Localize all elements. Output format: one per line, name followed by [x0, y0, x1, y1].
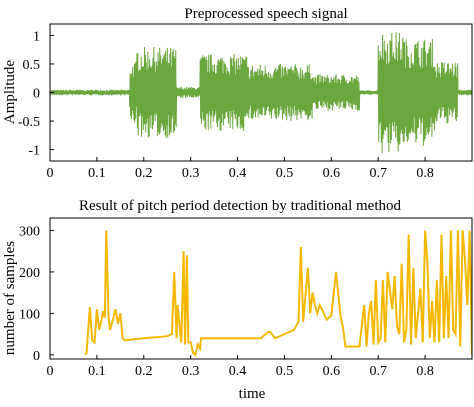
- top-chart-x-tick-label: 0.1: [88, 166, 106, 181]
- bottom-chart-xlabel: time: [239, 386, 266, 402]
- bottom-chart-plot-area: [84, 230, 472, 357]
- bottom-chart-y-tick-label: 300: [19, 224, 40, 239]
- top-chart-x-tick-label: 0.2: [135, 166, 153, 181]
- top-chart-y-tick-label: -0.5: [18, 115, 40, 130]
- top-chart-x-tick-label: 0.8: [416, 166, 434, 181]
- bottom-chart-x-tick-label: 0.2: [135, 364, 153, 379]
- top-chart-y-tick-label: -1: [28, 144, 40, 159]
- bottom-chart-x-tick-label: 0.1: [88, 364, 106, 379]
- top-chart-y-tick-label: 1: [33, 29, 40, 44]
- bottom-chart-x-tick-label: 0.7: [369, 364, 387, 379]
- bottom-chart-x-tick-label: 0: [47, 364, 54, 379]
- top-chart-x-tick-label: 0.4: [229, 166, 247, 181]
- top-chart-ylabel: Amplitude: [2, 60, 18, 125]
- top-chart: Preprocessed speech signal Amplitude 0 0.…: [2, 6, 473, 181]
- bottom-chart-y-tick-label: 0: [33, 349, 40, 364]
- bottom-chart-frame: [49, 217, 473, 360]
- bottom-chart-y-tick-label: 100: [19, 307, 40, 322]
- bottom-chart-x-tick-label: 0.6: [323, 364, 341, 379]
- top-chart-y-tick-label: 0.5: [23, 58, 41, 73]
- top-chart-x-tick-label: 0.6: [323, 166, 341, 181]
- bottom-chart-y-axis: 0 100 200 300: [19, 224, 54, 364]
- bottom-chart-ylabel: number of samples: [2, 241, 18, 355]
- bottom-chart-title: Result of pitch period detection by trad…: [79, 198, 402, 214]
- top-chart-x-tick-label: 0.5: [276, 166, 294, 181]
- top-chart-series-line: [50, 31, 472, 154]
- bottom-chart-series-line: [84, 230, 472, 357]
- top-chart-y-tick-label: 0: [33, 87, 40, 102]
- top-chart-x-tick-label: 0.7: [369, 166, 387, 181]
- bottom-chart-y-tick-label: 200: [19, 266, 40, 281]
- bottom-chart-x-tick-label: 0.8: [416, 364, 434, 379]
- bottom-chart-x-tick-label: 0.4: [229, 364, 247, 379]
- bottom-chart-x-tick-label: 0.5: [276, 364, 294, 379]
- bottom-chart-x-tick-label: 0.3: [182, 364, 200, 379]
- top-chart-plot-area: [50, 31, 472, 154]
- top-chart-y-axis: 1 0.5 0 -0.5 -1: [18, 29, 54, 159]
- top-chart-x-tick-label: 0: [47, 166, 54, 181]
- bottom-chart: Result of pitch period detection by trad…: [2, 198, 473, 402]
- top-chart-x-axis: 0 0.1 0.2 0.3 0.4 0.5 0.6 0.7 0.8: [47, 157, 434, 181]
- top-chart-title: Preprocessed speech signal: [184, 6, 347, 22]
- bottom-chart-x-axis: 0 0.1 0.2 0.3 0.4 0.5 0.6 0.7 0.8: [47, 355, 434, 379]
- top-chart-x-tick-label: 0.3: [182, 166, 200, 181]
